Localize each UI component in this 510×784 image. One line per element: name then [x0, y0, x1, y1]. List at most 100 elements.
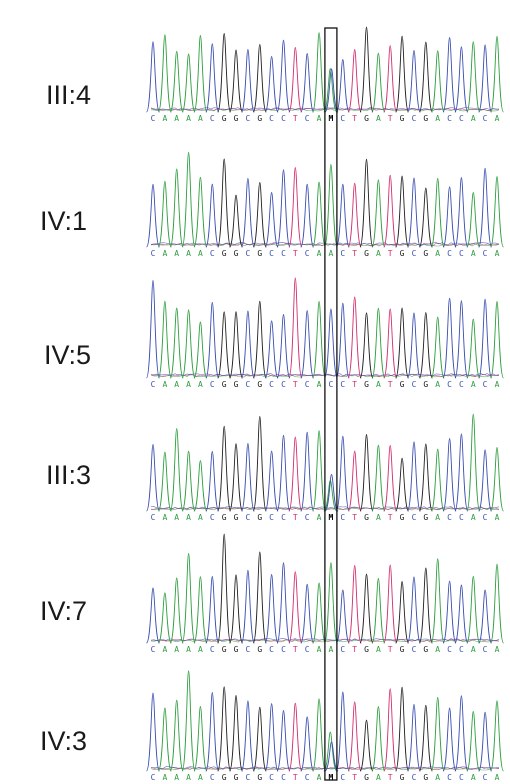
peak-10: [252, 551, 267, 644]
peak-9: [240, 177, 255, 248]
base-call-26: C: [447, 249, 452, 258]
peak-14: [300, 716, 315, 772]
peak-19: [359, 158, 374, 248]
peak-18: [347, 296, 362, 379]
base-call-3: A: [174, 249, 179, 258]
peak-6: [205, 43, 220, 113]
base-call-4: A: [186, 513, 191, 522]
peak-15: [312, 300, 327, 379]
base-call-24: G: [423, 380, 428, 389]
base-call-12: C: [281, 114, 286, 123]
peak-29: [478, 711, 493, 772]
peak-8: [229, 311, 244, 379]
base-call-6: C: [210, 114, 215, 123]
base-call-4: A: [186, 380, 191, 389]
peak-23: [406, 576, 421, 644]
peak-6: [205, 183, 220, 248]
base-call-19: G: [364, 773, 369, 782]
base-call-3: A: [174, 645, 179, 654]
peak-3: [169, 307, 184, 379]
peak-25: [430, 316, 445, 379]
sample-label-3: IV:5: [44, 340, 92, 370]
base-call-19: G: [364, 645, 369, 654]
peak-20: [371, 444, 386, 512]
base-call-22: G: [400, 380, 405, 389]
base-call-25: A: [435, 249, 440, 258]
peak-5: [193, 706, 208, 772]
base-call-23: C: [412, 249, 417, 258]
peak-15: [312, 181, 327, 248]
base-call-21: T: [388, 114, 393, 123]
peak-12: [276, 39, 291, 113]
base-call-19: G: [364, 114, 369, 123]
base-call-19: G: [364, 380, 369, 389]
peak-11: [264, 574, 279, 644]
peak-18: [347, 182, 362, 248]
base-call-4: A: [186, 773, 191, 782]
base-call-9: C: [245, 773, 250, 782]
base-call-17: C: [340, 380, 345, 389]
peak-24: [418, 187, 433, 248]
peak-12: [276, 169, 291, 248]
base-call-16: M: [328, 773, 333, 782]
base-call-9: C: [245, 249, 250, 258]
peak-27: [454, 584, 469, 644]
peak-1: [146, 587, 160, 644]
base-call-16: A: [328, 645, 333, 654]
peak-13: [288, 571, 303, 644]
peak-20: [371, 578, 386, 644]
base-call-12: C: [281, 249, 286, 258]
base-call-21: T: [388, 249, 393, 258]
peak-7: [217, 533, 232, 644]
base-call-5: A: [198, 773, 203, 782]
base-call-5: A: [198, 380, 203, 389]
peak-2: [157, 300, 172, 379]
base-call-26: C: [447, 773, 452, 782]
peak-28: [466, 575, 481, 644]
peak-16-2: [324, 741, 339, 772]
base-call-12: C: [281, 513, 286, 522]
base-call-17: C: [340, 513, 345, 522]
base-call-27: C: [459, 773, 464, 782]
peak-27: [454, 46, 469, 113]
base-call-8: G: [234, 513, 239, 522]
base-call-13: T: [293, 380, 298, 389]
base-call-13: T: [293, 645, 298, 654]
base-call-17: C: [340, 773, 345, 782]
base-call-20: A: [376, 773, 381, 782]
peak-1: [146, 280, 160, 379]
base-call-10: G: [257, 645, 262, 654]
peak-28: [466, 192, 481, 248]
peak-11: [264, 192, 279, 248]
base-call-14: C: [305, 114, 310, 123]
base-call-2: A: [162, 249, 167, 258]
base-call-6: C: [210, 249, 215, 258]
base-call-17: C: [340, 645, 345, 654]
peak-20: [371, 179, 386, 248]
base-call-18: T: [352, 773, 357, 782]
peak-29: [478, 167, 493, 248]
peak-30: [490, 35, 504, 113]
peak-21: [383, 445, 398, 512]
base-call-22: G: [400, 249, 405, 258]
peak-7: [217, 311, 232, 379]
peak-5: [193, 35, 208, 113]
peak-17: [335, 435, 350, 512]
base-call-12: C: [281, 645, 286, 654]
base-call-7: G: [222, 645, 227, 654]
base-call-16: C: [328, 380, 333, 389]
base-call-20: A: [376, 380, 381, 389]
base-call-21: T: [388, 513, 393, 522]
sample-label-6: IV:3: [40, 726, 88, 756]
peak-17: [335, 59, 350, 113]
peak-23: [406, 49, 421, 113]
base-call-3: A: [174, 773, 179, 782]
peak-27: [454, 695, 469, 772]
base-call-26: C: [447, 114, 452, 123]
peak-26: [442, 186, 457, 248]
base-call-1: C: [151, 380, 156, 389]
